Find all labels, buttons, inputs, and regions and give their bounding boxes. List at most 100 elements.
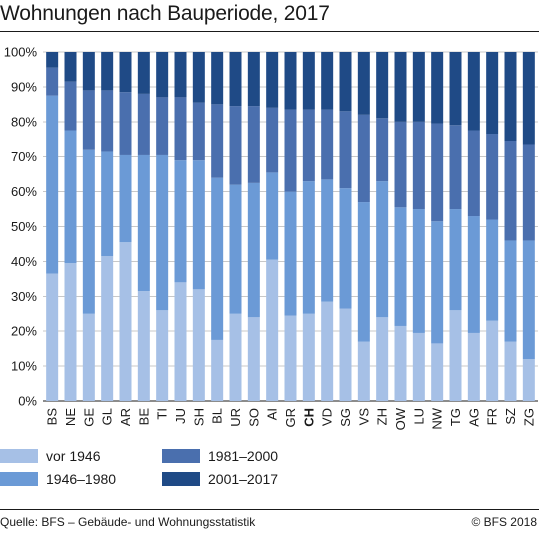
bar-segment xyxy=(394,52,407,122)
bar-segment xyxy=(119,154,132,243)
bar-segment xyxy=(156,97,169,155)
bar-segment xyxy=(82,149,95,314)
stacked-bar-chart: 0% 10% 20% 30% 40% 50% 60% 70% 80% 90% 100% BS NE GE… xyxy=(4,45,538,430)
bar-segment xyxy=(247,106,260,183)
bar-segment xyxy=(394,207,407,326)
bar-segment xyxy=(449,52,462,126)
source-note: Quelle: BFS – Gebäude- und Wohnungsstati… xyxy=(0,515,256,529)
bar-segment xyxy=(192,52,205,103)
bar-segment xyxy=(504,52,517,141)
x-tick-label: GL xyxy=(100,408,115,425)
bar-segment xyxy=(376,317,389,401)
x-tick-label: SH xyxy=(191,408,206,426)
bar-segment xyxy=(64,263,77,401)
bar-segment xyxy=(357,114,370,203)
bar-segment xyxy=(357,202,370,342)
bar-segment xyxy=(522,359,535,401)
bar-segment xyxy=(101,52,114,91)
y-tick-label: 60% xyxy=(11,184,37,199)
bar-segment xyxy=(119,242,132,401)
bar-segment xyxy=(211,177,224,340)
x-tick-label: GR xyxy=(283,408,298,428)
x-tick-label: NE xyxy=(63,408,78,426)
bar-segment xyxy=(522,52,535,145)
x-tick-label: AG xyxy=(466,408,481,427)
y-tick-label: 100% xyxy=(4,45,38,60)
x-tick-label: TG xyxy=(448,408,463,426)
x-tick-label: JU xyxy=(173,408,188,424)
bar-segment xyxy=(46,273,59,401)
bar-segment xyxy=(192,289,205,401)
y-tick-label: 20% xyxy=(11,324,37,339)
legend-swatch-vor-1946 xyxy=(0,449,38,463)
x-tick-label: FR xyxy=(485,408,500,425)
y-tick-label: 80% xyxy=(11,114,37,129)
bar-segment xyxy=(266,259,279,401)
bar-segment xyxy=(357,52,370,115)
y-tick-label: 50% xyxy=(11,219,37,234)
y-tick-label: 30% xyxy=(11,289,37,304)
title-divider xyxy=(0,31,539,32)
bar-segment xyxy=(192,102,205,161)
chart-title: Wohnungen nach Bauperiode, 2017 xyxy=(0,2,330,25)
legend-swatch-2001-2017 xyxy=(162,472,200,486)
x-tick-label: SZ xyxy=(503,408,518,425)
legend-item-2001-2017: 2001–2017 xyxy=(162,469,278,489)
bar-segment xyxy=(431,123,444,222)
bar-segment xyxy=(302,52,315,110)
bar-segment xyxy=(229,52,242,107)
bar-segment xyxy=(339,308,352,401)
bar-segment xyxy=(467,130,480,217)
bar-segment xyxy=(64,130,77,264)
bar-segment xyxy=(156,52,169,98)
bar-segment xyxy=(504,240,517,342)
x-tick-label: TI xyxy=(155,408,170,420)
bar-segment xyxy=(174,52,187,98)
bar-segment xyxy=(302,109,315,182)
bar-segment xyxy=(357,341,370,401)
bar-segment xyxy=(412,52,425,122)
y-tick-label: 10% xyxy=(11,359,37,374)
bar-segment xyxy=(321,52,334,110)
bar-segment xyxy=(486,134,499,220)
y-tick-label: 70% xyxy=(11,149,37,164)
bar-segment xyxy=(339,52,352,112)
bar-segment xyxy=(394,121,407,208)
bar-segment xyxy=(412,209,425,333)
bar-segment xyxy=(339,188,352,309)
bar-segment xyxy=(486,320,499,401)
bar-segment xyxy=(82,52,95,91)
x-tick-label: OW xyxy=(393,407,408,430)
y-axis-tick-labels: 0% 10% 20% 30% 40% 50% 60% 70% 80% 90% 100% xyxy=(4,45,38,409)
bar-segment xyxy=(467,332,480,401)
x-tick-label: AR xyxy=(118,408,133,426)
bar-segment xyxy=(266,172,279,260)
bar-segment xyxy=(229,184,242,314)
legend-item-1981-2000: 1981–2000 xyxy=(162,446,278,466)
bar-segment xyxy=(211,339,224,401)
bar-segment xyxy=(467,52,480,131)
bar-segment xyxy=(376,181,389,318)
bar-segment xyxy=(321,301,334,401)
bar-segment xyxy=(467,216,480,333)
bar-segment xyxy=(376,52,389,119)
bar-segment xyxy=(82,90,95,150)
x-tick-label: AI xyxy=(265,408,280,420)
bar-segment xyxy=(522,144,535,241)
bar-segment xyxy=(412,121,425,210)
bar-segment xyxy=(101,90,114,152)
bar-segment xyxy=(449,125,462,210)
x-tick-label: CH xyxy=(301,408,316,427)
bar-segment xyxy=(266,52,279,108)
x-tick-label: ZG xyxy=(521,408,536,426)
bar-segment xyxy=(504,341,517,401)
bar-segment xyxy=(46,95,59,274)
x-tick-label: SG xyxy=(338,408,353,427)
bar-segment xyxy=(412,332,425,401)
bar-segment xyxy=(284,315,297,401)
bar-segment xyxy=(101,256,114,401)
bar-segment xyxy=(302,313,315,401)
bar-segment xyxy=(376,118,389,182)
bar-segment xyxy=(247,317,260,401)
bar-segment xyxy=(284,109,297,192)
